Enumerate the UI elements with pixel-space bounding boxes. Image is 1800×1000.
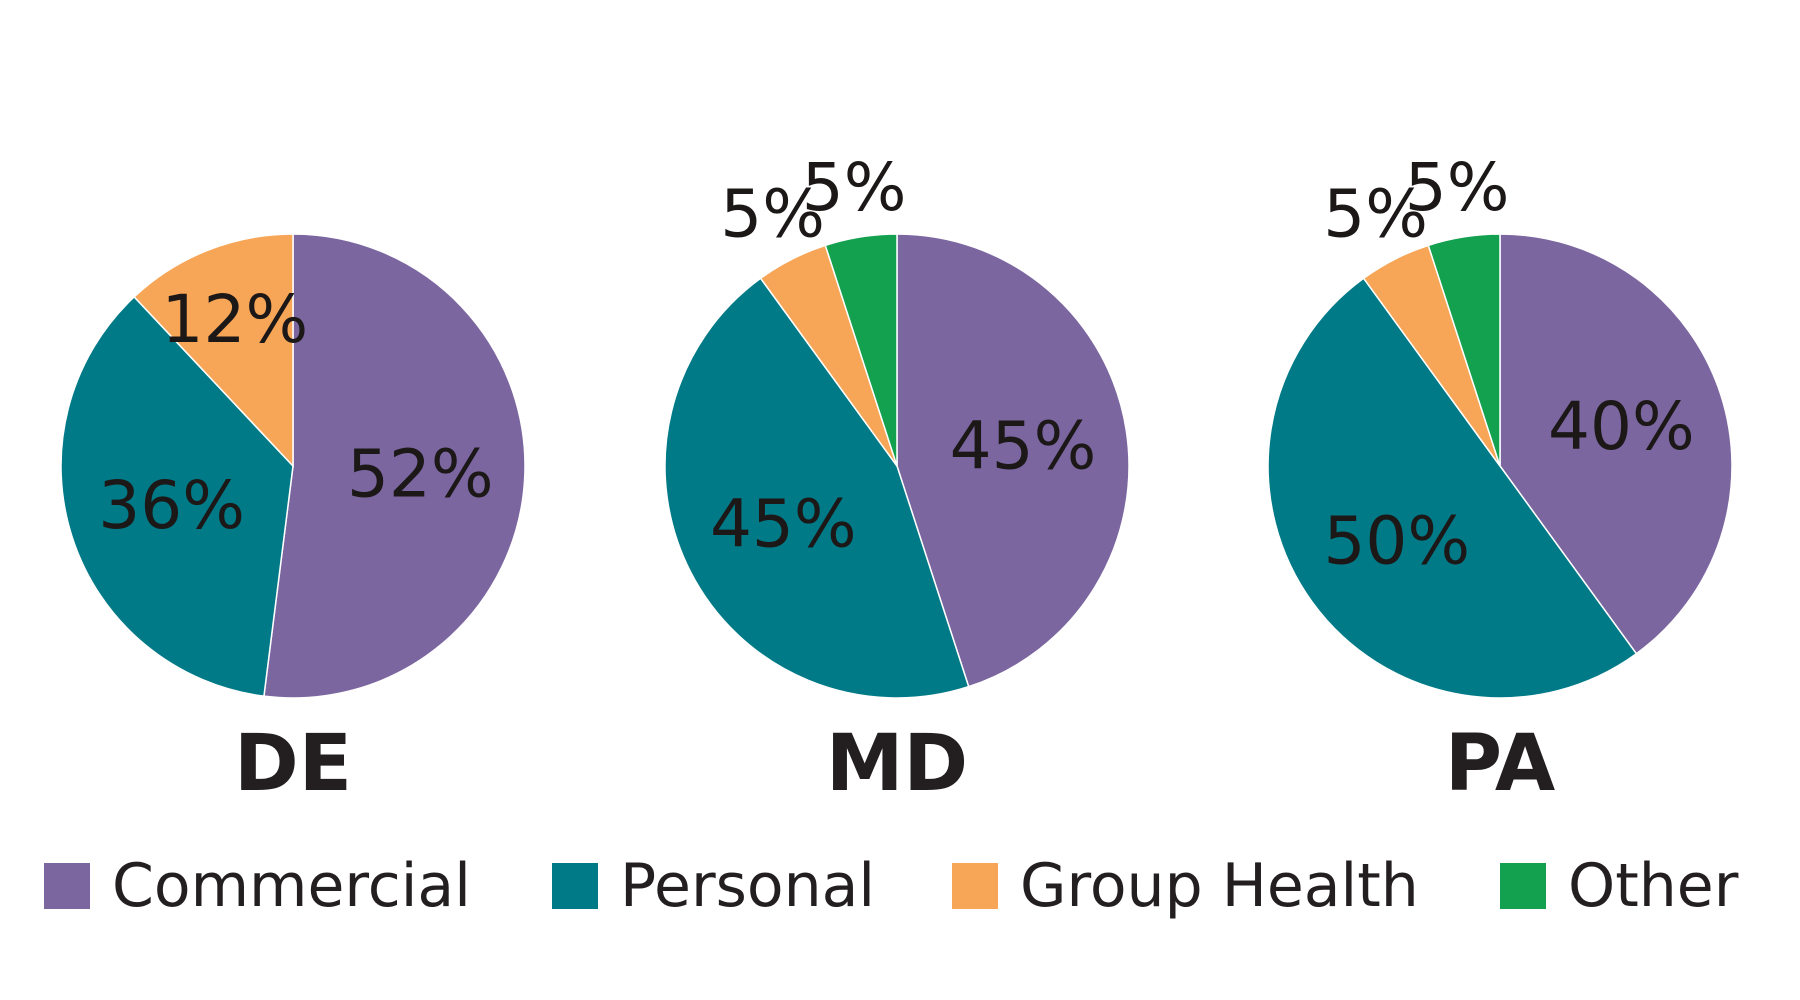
slice-personal [1267,277,1638,699]
slice-commercial [263,233,526,699]
pie-title: PA [1445,719,1555,809]
legend-item-group-health: Group Health [952,851,1419,921]
pie-md: 45% 45% 5%5% MD [664,149,1130,809]
legend-swatch [44,863,90,909]
pie-title: DE [234,719,352,809]
pie-title: MD [826,719,968,809]
data-label: 5% [1405,149,1510,226]
slice-other [1427,233,1501,467]
legend-label: Commercial [112,851,471,921]
legend-item-commercial: Commercial [44,851,471,921]
slice-commercial [896,233,1130,688]
data-label: 5% [1323,175,1428,252]
slice-group-health [133,233,294,468]
slice-personal [664,277,970,699]
legend-item-personal: Personal [552,851,875,921]
data-label: 40% [1548,388,1695,465]
legend-label: Personal [620,851,875,921]
data-label: 5% [720,175,825,252]
data-label: 52% [347,436,494,513]
data-label: 36% [98,467,245,544]
legend-swatch [952,863,998,909]
legend-swatch [552,863,598,909]
slice-personal [60,295,294,698]
data-label: 5% [802,149,907,226]
legend-item-other: Other [1500,851,1739,921]
slice-other [824,233,898,467]
legend: Commercial Personal Group Health Other [44,851,1739,921]
data-label: 45% [950,408,1097,485]
legend-swatch [1500,863,1546,909]
legend-label: Group Health [1020,851,1419,921]
slice-commercial [1499,233,1733,655]
pie-de: 52% 36% 12% DE [60,233,526,809]
data-label: 12% [162,281,309,358]
data-label: 50% [1323,503,1470,580]
pie-pa: 40% 50% 5%5% PA [1267,149,1733,809]
legend-label: Other [1568,851,1739,921]
data-label: 45% [710,485,857,562]
